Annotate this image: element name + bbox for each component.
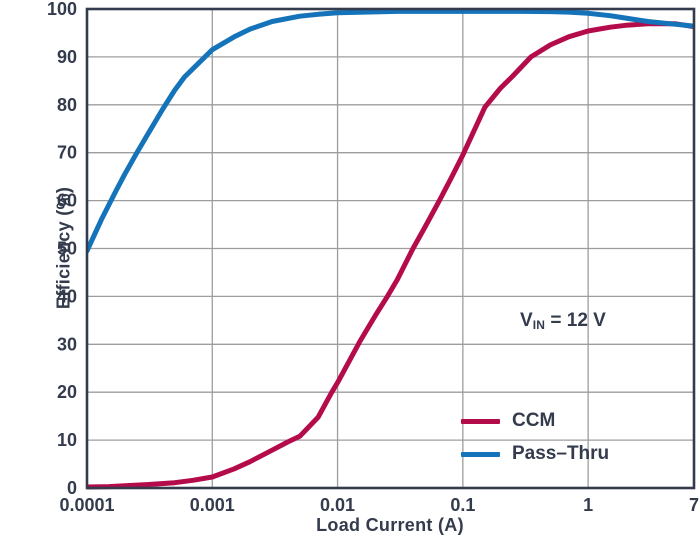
- y-tick-label: 40: [57, 286, 77, 306]
- y-tick-label: 0: [67, 478, 77, 498]
- x-tick-label: 7: [689, 495, 699, 515]
- vin-annotation: VIN = 12 V: [520, 310, 606, 332]
- y-tick-label: 20: [57, 382, 77, 402]
- x-tick-label: 0.1: [450, 495, 475, 515]
- pass-thru-curve: [87, 8, 694, 254]
- x-axis-title: Load Current (A): [316, 515, 464, 535]
- y-tick-label: 100: [47, 0, 77, 19]
- pass-thru-line-swatch: [461, 451, 500, 457]
- y-tick-label: 60: [57, 191, 77, 211]
- x-tick-label: 1: [583, 495, 593, 515]
- vin-annotation-rest: = 12 V: [545, 310, 606, 331]
- y-tick-label: 10: [57, 430, 77, 450]
- legend-label-pass-thru: Pass–Thru: [512, 443, 610, 464]
- ccm-line-swatch: [461, 418, 500, 424]
- legend-item-ccm: CCM: [461, 410, 609, 432]
- chart-legend: CCM Pass–Thru: [461, 410, 609, 465]
- vin-annotation-v: V: [520, 310, 533, 331]
- y-tick-label: 50: [57, 239, 77, 259]
- x-tick-label: 0.01: [320, 495, 355, 515]
- x-tick-label: 0.0001: [59, 495, 114, 515]
- y-tick-label: 90: [57, 47, 77, 67]
- y-tick-label: 30: [57, 334, 77, 354]
- ccm-curve: [87, 21, 694, 490]
- legend-label-ccm: CCM: [512, 410, 556, 431]
- y-tick-label: 80: [57, 95, 77, 115]
- x-tick-label: 0.001: [190, 495, 235, 515]
- legend-item-pass-thru: Pass–Thru: [461, 443, 609, 465]
- plot-border: [85, 7, 696, 490]
- y-axis-title: Efficiency (%): [53, 186, 74, 310]
- vin-annotation-sub: IN: [532, 318, 546, 332]
- y-tick-label: 70: [57, 143, 77, 163]
